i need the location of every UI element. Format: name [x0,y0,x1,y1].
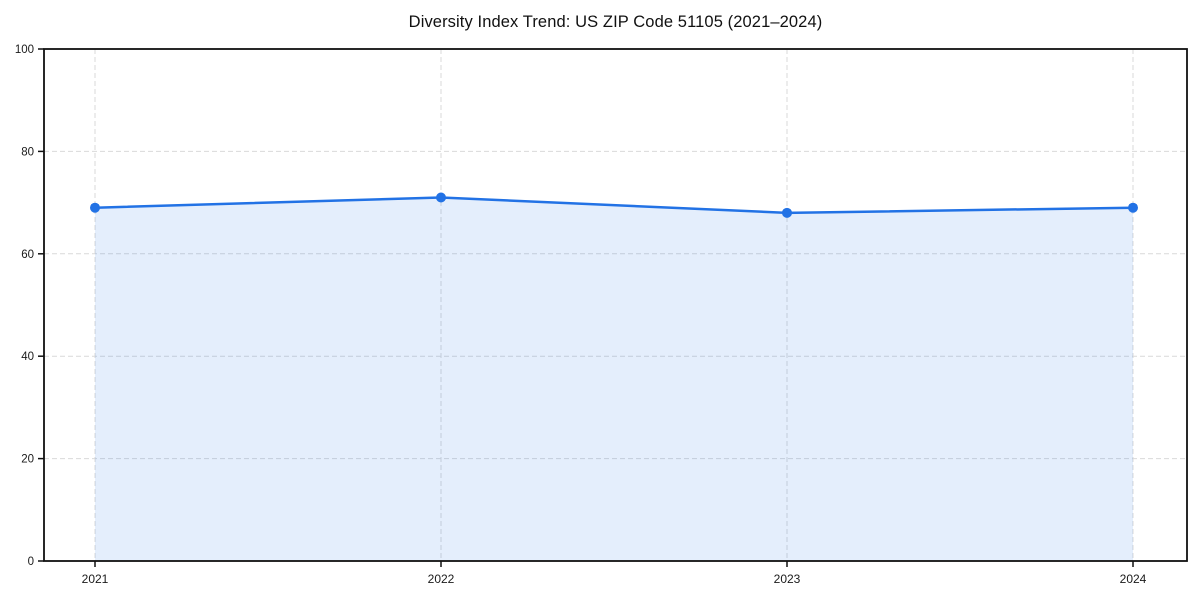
x-tick-label: 2021 [82,572,109,586]
x-tick-label: 2023 [774,572,801,586]
x-tick-label: 2022 [428,572,455,586]
plot-background [44,49,1187,561]
data-point [782,207,792,218]
y-tick-label: 80 [21,146,34,158]
y-tick-label: 0 [28,556,34,568]
y-tick-label: 60 [21,249,34,261]
data-point [436,192,446,203]
axis-box [43,48,1188,562]
y-tick-label: 20 [21,454,34,466]
trend-line [93,196,1135,215]
x-tick-label: 2024 [1120,572,1147,586]
y-tick-label: 40 [21,351,34,363]
area-fill [95,197,1133,562]
data-point [1128,202,1138,213]
chart-title: Diversity Index Trend: US ZIP Code 51105… [408,13,823,31]
data-point [90,202,100,213]
y-tick-label: 100 [15,44,34,56]
